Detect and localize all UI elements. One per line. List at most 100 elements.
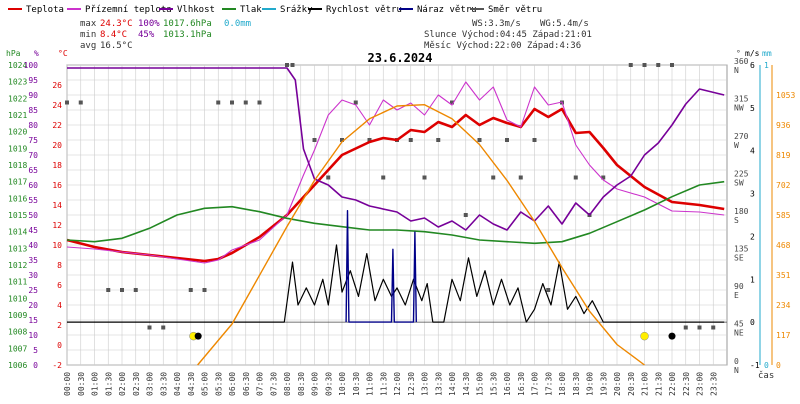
stat-max-temp: 24.3°C	[100, 19, 133, 29]
y-tick-hum: 95	[28, 76, 38, 85]
rain-unit: mm	[762, 49, 772, 58]
wind-direction-mark	[381, 175, 386, 180]
wind-direction-mark	[285, 63, 289, 67]
wind-direction-mark	[491, 175, 496, 180]
y-tick-hum: 100	[24, 61, 39, 70]
wind-direction-mark	[450, 100, 454, 105]
x-tick-label: 17:00	[531, 372, 540, 396]
y-tick-hum: 30	[28, 271, 38, 280]
y-tick-temp: 24	[52, 101, 62, 110]
solar-tick: 351	[776, 271, 791, 280]
x-tick-label: 10:30	[352, 372, 361, 396]
y-tick-press: 1008	[8, 328, 27, 337]
x-tick-label: 09:00	[311, 372, 320, 396]
wind-direction-mark	[202, 288, 207, 292]
y-tick-press: 1007	[8, 344, 27, 353]
wind-direction-mark	[436, 138, 441, 142]
y-tick-hum: 35	[28, 256, 38, 265]
y-tick-press: 1017	[8, 178, 27, 187]
wind-direction-mark	[518, 175, 523, 180]
y-tick-hum: 90	[28, 91, 38, 100]
x-tick-label: 17:30	[544, 372, 553, 396]
x-tick-label: 18:30	[572, 372, 581, 396]
wind-direction-mark	[230, 100, 234, 105]
x-tick-label: 11:00	[366, 372, 375, 396]
solar-tick: 585	[776, 211, 791, 220]
stat-avg-temp: 16.5°C	[100, 41, 133, 51]
info-sun: Slunce Východ:04:45 Západ:21:01	[424, 30, 592, 40]
y-tick-hum: 40	[28, 241, 38, 250]
solar-tick: 1053	[776, 91, 795, 100]
x-tick-label: 05:00	[201, 372, 210, 396]
x-tick-label: 02:30	[132, 372, 141, 396]
wind-unit: m/s	[745, 49, 760, 58]
wind-direction-mark	[257, 100, 262, 105]
y-tick-hum: 50	[28, 211, 38, 220]
x-tick-label: 22:30	[682, 372, 691, 396]
x-tick-label: 12:30	[407, 372, 416, 396]
x-axis-label: čas	[758, 370, 774, 381]
x-tick-label: 06:30	[242, 372, 251, 396]
info-wg: WG:5.4m/s	[540, 19, 589, 29]
x-tick-label: 21:30	[654, 372, 663, 396]
wind-direction-mark	[326, 175, 331, 180]
x-tick-label: 21:00	[641, 372, 650, 396]
y-tick-hum: 10	[28, 331, 38, 340]
wind-direction-mark	[340, 138, 344, 142]
y-tick-hum: 85	[28, 106, 38, 115]
y-tick-press: 1012	[8, 261, 27, 270]
wind-tick: 4	[750, 147, 755, 156]
y-tick-press: 1009	[8, 311, 27, 320]
x-tick-label: 23:00	[696, 372, 705, 396]
y-tick-press: 1015	[8, 211, 27, 220]
y-unit-hum: %	[34, 49, 39, 58]
wind-direction-mark	[147, 325, 152, 330]
y-tick-press: 1016	[8, 194, 27, 203]
x-tick-label: 13:00	[421, 372, 430, 396]
x-tick-label: 03:00	[146, 372, 155, 396]
chart-title: 23.6.2024	[367, 51, 432, 65]
legend-label: Rychlost větru	[326, 5, 402, 15]
dir-tick: 135	[734, 245, 749, 254]
info-ws: WS:3.3m/s	[472, 19, 521, 29]
y-tick-temp: 16	[52, 181, 62, 190]
x-tick-label: 07:00	[256, 372, 265, 396]
wind-direction-mark	[601, 175, 606, 180]
wind-direction-mark	[106, 288, 111, 292]
y-tick-press: 1020	[8, 128, 27, 137]
y-tick-hum: 45	[28, 226, 38, 235]
x-tick-label: 09:30	[324, 372, 333, 396]
wind-tick: 6	[750, 61, 755, 70]
dir-label: NW	[734, 104, 744, 113]
wind-gust-line	[345, 210, 417, 323]
y-tick-press: 1010	[8, 294, 27, 303]
y-tick-temp: 20	[52, 141, 62, 150]
legend: Teplota Přízemní teplota Vlhkost Tlak Srážky…	[8, 5, 542, 15]
x-tick-label: 16:30	[517, 372, 526, 396]
y-tick-hum: 75	[28, 136, 38, 145]
x-tick-label: 15:30	[489, 372, 498, 396]
y-unit-temp: °C	[58, 49, 68, 58]
wind-direction-mark	[422, 175, 427, 180]
dir-tick: 225	[734, 170, 749, 179]
dir-tick: 45	[734, 320, 744, 329]
x-tick-label: 14:30	[462, 372, 471, 396]
x-tick-label: 20:00	[613, 372, 622, 396]
wind-direction-mark	[65, 100, 69, 105]
x-tick-label: 05:30	[214, 372, 223, 396]
wind-direction-mark	[697, 325, 702, 330]
legend-label: Směr větru	[488, 5, 542, 15]
y-tick-hum: 0	[33, 361, 38, 370]
dir-label: SW	[734, 179, 744, 188]
y-tick-temp: 0	[57, 341, 62, 350]
x-tick-label: 08:00	[283, 372, 292, 396]
x-tick-label: 04:00	[173, 372, 182, 396]
dir-label: NE	[734, 329, 744, 338]
y-tick-hum: 65	[28, 166, 38, 175]
dir-label: N	[734, 366, 739, 375]
wind-tick: 0	[750, 318, 755, 327]
x-tick-label: 18:00	[558, 372, 567, 396]
wind-direction-mark	[642, 63, 647, 67]
stat-min-hum: 45%	[138, 30, 155, 40]
